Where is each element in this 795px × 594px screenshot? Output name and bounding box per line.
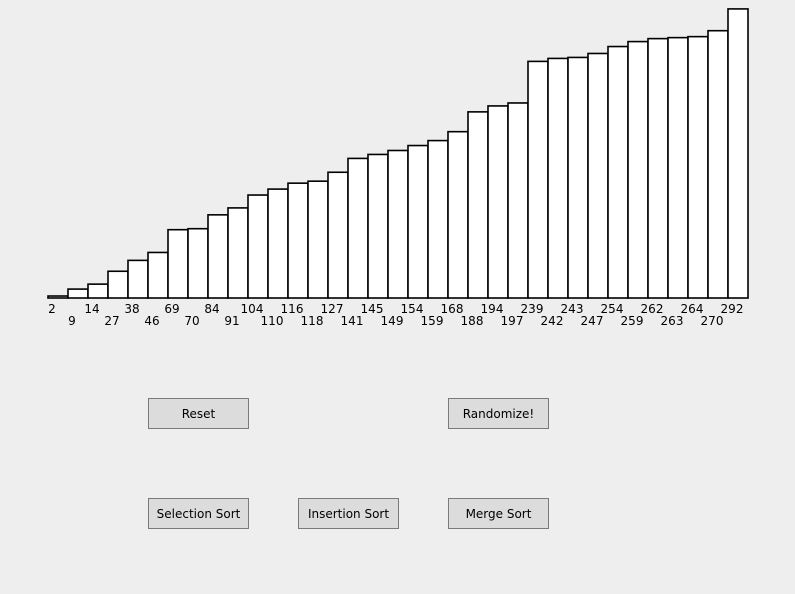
bar bbox=[207, 214, 229, 299]
bar bbox=[547, 57, 569, 299]
bar-value-label: 270 bbox=[701, 314, 724, 328]
bar bbox=[467, 111, 489, 299]
bar-value-label: 2 bbox=[48, 302, 56, 316]
bar bbox=[227, 207, 249, 299]
bar-value-label: 116 bbox=[281, 302, 304, 316]
bar-value-label: 154 bbox=[401, 302, 424, 316]
bar bbox=[307, 180, 329, 299]
bar bbox=[627, 40, 649, 299]
bar bbox=[107, 270, 129, 299]
bar bbox=[187, 227, 209, 299]
bar bbox=[67, 288, 89, 299]
randomize-button[interactable]: Randomize! bbox=[448, 398, 549, 429]
bar-value-label: 141 bbox=[341, 314, 364, 328]
bar bbox=[387, 149, 409, 299]
bar bbox=[267, 188, 289, 299]
bar bbox=[567, 56, 589, 299]
bar-value-label: 149 bbox=[381, 314, 404, 328]
bar-chart: 2914273846697084911041101161181271411451… bbox=[47, 8, 749, 328]
bar-value-label: 292 bbox=[721, 302, 744, 316]
bar-value-label: 14 bbox=[84, 302, 99, 316]
bar-value-label: 84 bbox=[204, 302, 219, 316]
bar-value-label: 118 bbox=[301, 314, 324, 328]
bar bbox=[367, 153, 389, 299]
bar bbox=[247, 194, 269, 299]
bar-value-label: 27 bbox=[104, 314, 119, 328]
bar bbox=[687, 35, 709, 299]
bar bbox=[507, 102, 529, 299]
bar bbox=[727, 8, 749, 299]
bar-value-label: 69 bbox=[164, 302, 179, 316]
bar-value-label: 263 bbox=[661, 314, 684, 328]
bar-value-label: 110 bbox=[261, 314, 284, 328]
bar bbox=[647, 37, 669, 299]
bar-value-label: 259 bbox=[621, 314, 644, 328]
bar-value-label: 254 bbox=[601, 302, 624, 316]
bar bbox=[347, 157, 369, 299]
insertion-sort-button[interactable]: Insertion Sort bbox=[298, 498, 399, 529]
bar bbox=[667, 36, 689, 299]
bar-value-label: 127 bbox=[321, 302, 344, 316]
bar-value-label: 46 bbox=[144, 314, 159, 328]
bar bbox=[607, 45, 629, 299]
selection-sort-button[interactable]: Selection Sort bbox=[148, 498, 249, 529]
bar-value-label: 188 bbox=[461, 314, 484, 328]
bar bbox=[87, 283, 109, 299]
bar bbox=[487, 105, 509, 299]
reset-button[interactable]: Reset bbox=[148, 398, 249, 429]
bar-value-label: 264 bbox=[681, 302, 704, 316]
bar-value-label: 168 bbox=[441, 302, 464, 316]
bar bbox=[587, 52, 609, 299]
bar bbox=[47, 295, 69, 299]
bar-value-label: 247 bbox=[581, 314, 604, 328]
bar bbox=[407, 144, 429, 299]
bar-value-label: 9 bbox=[68, 314, 76, 328]
bar-value-label: 262 bbox=[641, 302, 664, 316]
bar bbox=[327, 171, 349, 299]
bar-value-label: 38 bbox=[124, 302, 139, 316]
bar-value-label: 70 bbox=[184, 314, 199, 328]
bar bbox=[167, 228, 189, 299]
bar bbox=[287, 182, 309, 299]
bar bbox=[127, 259, 149, 299]
bar bbox=[147, 251, 169, 299]
bar bbox=[527, 60, 549, 299]
bar-value-label: 91 bbox=[224, 314, 239, 328]
bar-value-label: 239 bbox=[521, 302, 544, 316]
bar bbox=[707, 29, 729, 299]
bar-value-label: 145 bbox=[361, 302, 384, 316]
bar-value-label: 197 bbox=[501, 314, 524, 328]
merge-sort-button[interactable]: Merge Sort bbox=[448, 498, 549, 529]
bar bbox=[447, 130, 469, 299]
bar-value-label: 242 bbox=[541, 314, 564, 328]
bar-value-label: 194 bbox=[481, 302, 504, 316]
bar-value-label: 243 bbox=[561, 302, 584, 316]
bar bbox=[427, 139, 449, 299]
bar-value-label: 159 bbox=[421, 314, 444, 328]
bar-value-label: 104 bbox=[241, 302, 264, 316]
